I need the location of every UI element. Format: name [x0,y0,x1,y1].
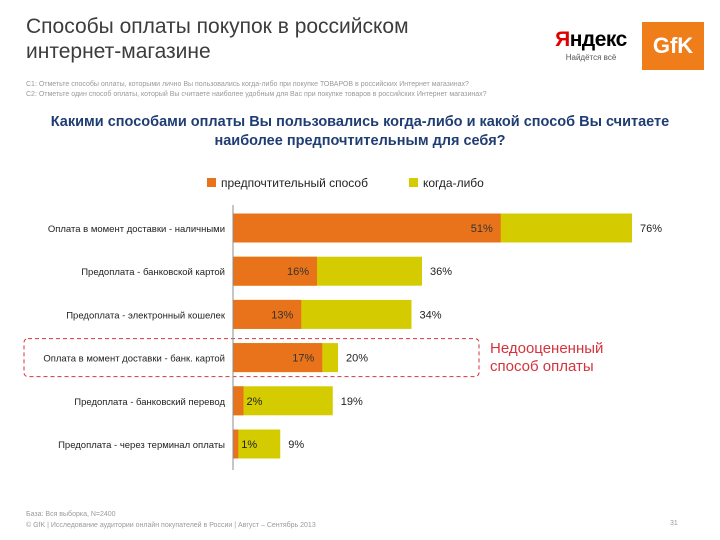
category-label: Оплата в момент доставки - банк. картой [43,354,225,365]
footer-note: © GfK | Исследование аудитории онлайн по… [26,522,316,529]
question-c1: С1: Отметьте способы оплаты, которыми ли… [26,81,469,88]
page-number: 31 [670,520,678,527]
category-label: Предоплата - банковский перевод [74,397,225,408]
category-label: Предоплата - через терминал оплаты [58,440,225,451]
legend-label-preferred: предпочтительный способ [221,176,368,190]
value-label-ever: 19% [341,396,363,408]
legend-swatch-ever [409,178,418,187]
category-label: Оплата в момент доставки - наличными [48,224,225,235]
bar-preferred [233,256,317,286]
survey-questions: С1: Отметьте способы оплаты, которыми ли… [26,80,686,100]
base-note: База: Вся выборка, N=2400 [26,511,116,518]
yandex-logo-first-letter: Я [555,28,570,51]
category-label: Предоплата - банковской картой [81,267,225,278]
value-label-ever: 20% [346,353,368,365]
footer: База: Вся выборка, N=2400 © GfK | Исслед… [26,509,666,531]
legend-label-ever: когда-либо [423,176,484,190]
value-label-ever: 9% [288,439,304,451]
subtitle-line-2: наиболее предпочтительным для себя? [214,133,506,149]
bar-preferred [233,386,244,416]
logos: Яндекс Найдётся всё GfK [550,22,710,74]
value-label-preferred: 1% [241,439,257,451]
value-label-preferred: 17% [292,353,314,365]
yandex-slogan: Найдётся всё [565,53,617,62]
bar-ever [233,386,333,416]
callout-line-2: способ оплаты [490,358,594,375]
yandex-logo-rest: ндекс [569,28,628,51]
bar-preferred [233,213,501,243]
bar-preferred [233,343,323,373]
underrated-method-callout: Недооцененный способ оплаты [490,340,650,376]
bar-preferred [233,429,239,459]
callout-line-1: Недооцененный [490,340,604,357]
subtitle-line-1: Какими способами оплаты Вы пользовались … [50,114,670,130]
gfk-logo: GfK [642,22,704,70]
chart-subtitle: Какими способами оплаты Вы пользовались … [20,113,700,151]
value-label-preferred: 2% [247,396,263,408]
value-label-ever: 36% [430,266,452,278]
value-label-ever: 76% [640,223,662,235]
legend-swatch-preferred [207,178,216,187]
value-label-preferred: 51% [471,223,493,235]
value-label-ever: 34% [420,309,442,321]
slide-title: Способы оплаты покупок в российском инте… [26,15,409,63]
yandex-logo: Яндекс Найдётся всё [550,28,632,62]
bar-preferred [233,299,302,329]
question-c2: С2: Отметьте один способ оплаты, который… [26,91,487,98]
bar-ever [233,429,281,459]
value-label-preferred: 13% [271,309,293,321]
category-label: Предоплата - электронный кошелек [66,310,226,321]
value-label-preferred: 16% [287,266,309,278]
